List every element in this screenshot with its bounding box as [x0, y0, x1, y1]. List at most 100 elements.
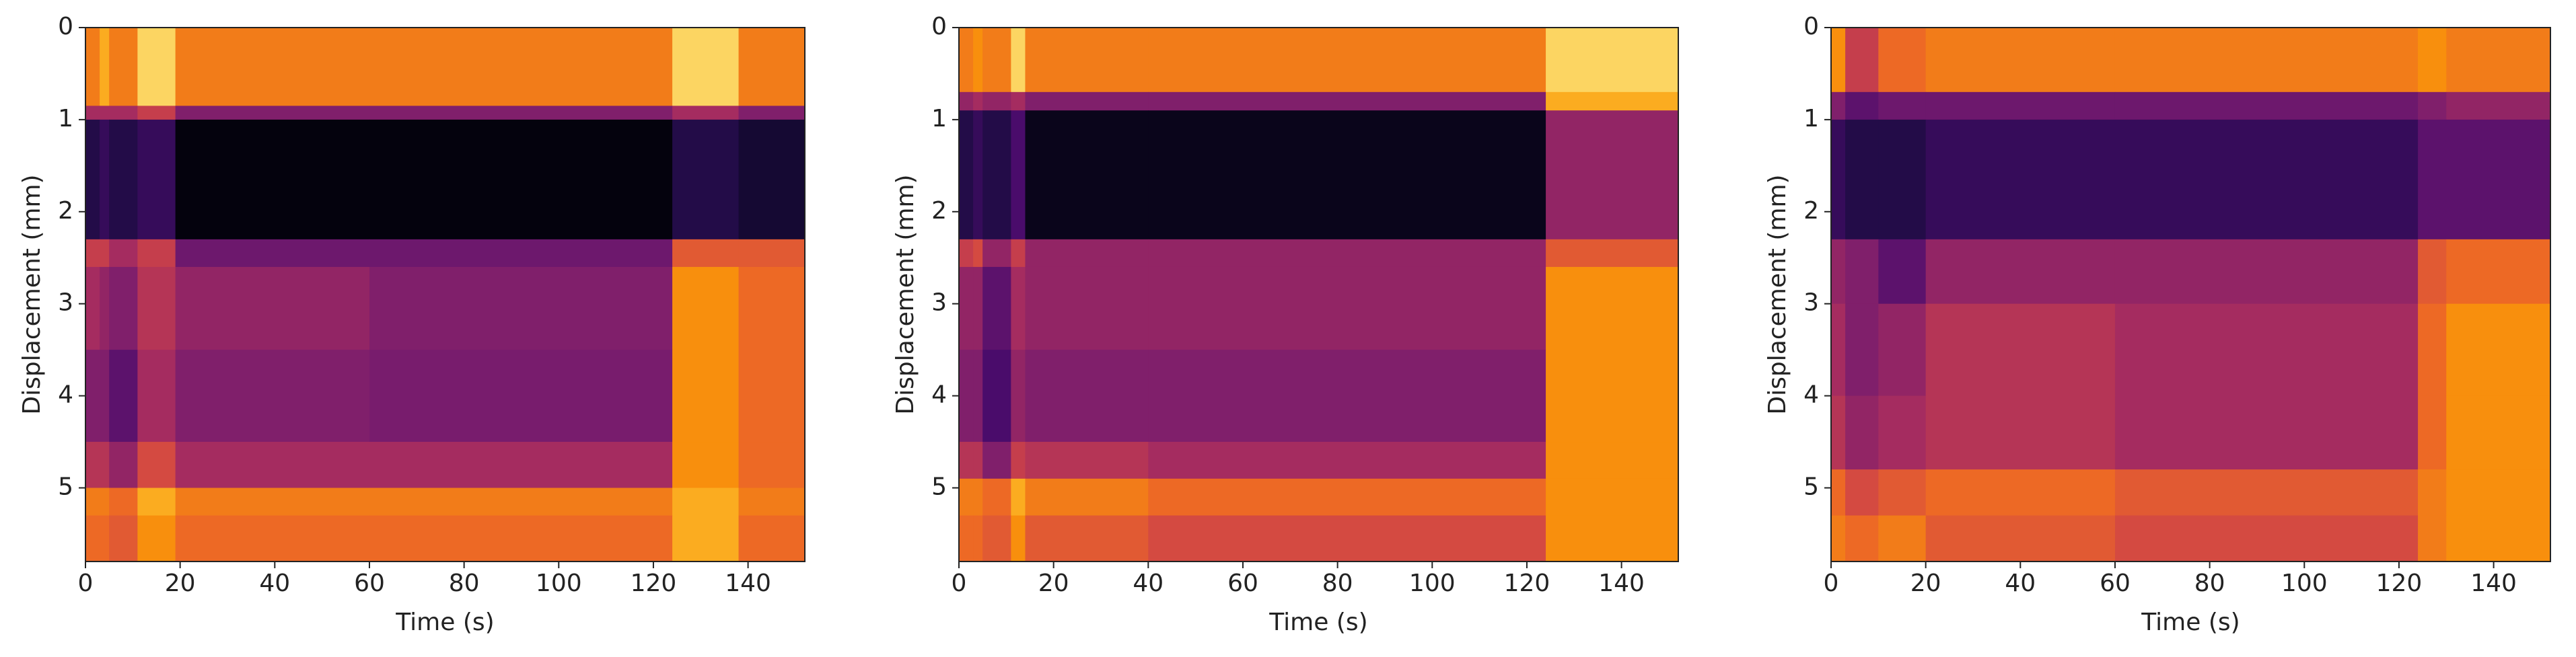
heatmap-cell [2446, 119, 2551, 240]
y-tick-label: 2 [1803, 197, 1819, 225]
heatmap-cell [2418, 28, 2447, 93]
heatmap-cell [672, 28, 740, 106]
heatmap-cell [1831, 469, 1846, 516]
heatmap-cell [959, 110, 974, 240]
heatmap-cell [1878, 469, 1927, 516]
heatmap-cell [1925, 239, 2116, 305]
heatmap-cell [982, 478, 1011, 516]
x-tick-label: 140 [2470, 570, 2517, 597]
heatmap-cell [1546, 350, 1679, 442]
heatmap-cell [109, 239, 138, 268]
heatmap-cell [672, 266, 740, 350]
heatmap-cell [738, 119, 806, 240]
heatmap-cell [973, 28, 983, 93]
heatmap-cell [1546, 266, 1679, 350]
heatmap-cell [100, 266, 110, 350]
heatmap-cell [1925, 28, 2116, 93]
heatmap-cell [672, 488, 740, 516]
heatmap-cell [1831, 239, 1846, 305]
heatmap-cell [982, 515, 1011, 562]
heatmap-cell [369, 350, 673, 442]
heatmap-cell [2418, 303, 2447, 397]
heatmap-cell [1546, 239, 1679, 268]
heatmap-cell [1546, 28, 1679, 93]
heatmap-cell [1845, 303, 1879, 397]
heatmap-cell [2446, 515, 2551, 562]
heatmap-cell [973, 266, 983, 350]
heatmap-cell [1831, 28, 1846, 93]
heatmap-cell [738, 28, 806, 106]
x-tick-label: 20 [165, 570, 196, 597]
y-tick-label: 4 [931, 381, 947, 409]
y-tick-label: 5 [1803, 473, 1819, 500]
heatmap-cell [959, 515, 974, 562]
heatmap-cell [982, 110, 1011, 240]
heatmap-cell [1025, 110, 1149, 240]
heatmap-cell [2446, 469, 2551, 516]
heatmap-cell [1845, 469, 1879, 516]
heatmap-cell [982, 28, 1011, 93]
heatmap-cell [2446, 239, 2551, 305]
y-tick-label: 2 [58, 197, 73, 225]
heatmap-cell [959, 239, 974, 268]
heatmap-cell [982, 350, 1011, 442]
heatmap-cell [369, 266, 673, 350]
heatmap-cell [1148, 239, 1546, 268]
heatmap-cell [1148, 91, 1546, 111]
heatmap-cell [100, 515, 110, 562]
y-axis-label: Displacement (mm) [892, 174, 919, 414]
x-tick-label: 40 [1133, 570, 1164, 597]
heatmap-cell [1025, 350, 1149, 442]
heatmap-cell [100, 28, 110, 106]
y-axis-label: Displacement (mm) [1764, 174, 1791, 414]
heatmap-cell [1878, 119, 1927, 240]
heatmap-cell [1546, 110, 1679, 240]
heatmap-cell [137, 266, 176, 350]
heatmap-cell [973, 442, 983, 479]
heatmap-cell [2418, 239, 2447, 305]
heatmap-cell [959, 442, 974, 479]
heatmap-cell [2114, 91, 2419, 120]
heatmap-cell [175, 515, 370, 562]
heatmap-cell [1878, 239, 1927, 305]
heatmap-cell [1845, 239, 1879, 305]
heatmap-cell [973, 515, 983, 562]
heatmap-cell [175, 28, 370, 106]
heatmap-cell [672, 515, 740, 562]
heatmap-cell [175, 488, 370, 516]
heatmap-cell [1025, 28, 1149, 93]
heatmap-cell [369, 239, 673, 268]
heatmap-cell [982, 91, 1011, 111]
heatmap-cell [672, 106, 740, 120]
heatmap-cell [959, 478, 974, 516]
heatmap-cell [738, 515, 806, 562]
heatmap-cell [2114, 469, 2419, 516]
x-tick-label: 100 [1409, 570, 1456, 597]
heatmap-cell [175, 350, 370, 442]
heatmap-cell [2114, 239, 2419, 305]
x-axis-label: Time (s) [2141, 609, 2240, 636]
heatmap-cell [1025, 266, 1149, 350]
heatmap-cell [1148, 515, 1546, 562]
heatmap-cell [1878, 395, 1927, 470]
x-tick-label: 100 [2281, 570, 2328, 597]
heatmap-cell [109, 442, 138, 488]
heatmap-cell [1925, 119, 2116, 240]
heatmap-cell [109, 28, 138, 106]
heatmap-cell [1845, 91, 1879, 120]
heatmap-cell [369, 488, 673, 516]
heatmap-cell [369, 442, 673, 488]
heatmap-cell [109, 266, 138, 350]
plot-frame [85, 27, 806, 562]
heatmap-cell [1011, 28, 1026, 93]
heatmap-cell [2446, 28, 2551, 93]
heatmap-cell [85, 28, 100, 106]
x-tick-label: 60 [1227, 570, 1258, 597]
heatmap-cell [959, 28, 974, 93]
heatmap-cell [1831, 515, 1846, 562]
heatmap-cell [1546, 515, 1679, 562]
y-tick-label: 0 [1803, 13, 1819, 40]
heatmap-cell [1148, 350, 1546, 442]
heatmap-cell [973, 110, 983, 240]
heatmap-cell [959, 350, 974, 442]
